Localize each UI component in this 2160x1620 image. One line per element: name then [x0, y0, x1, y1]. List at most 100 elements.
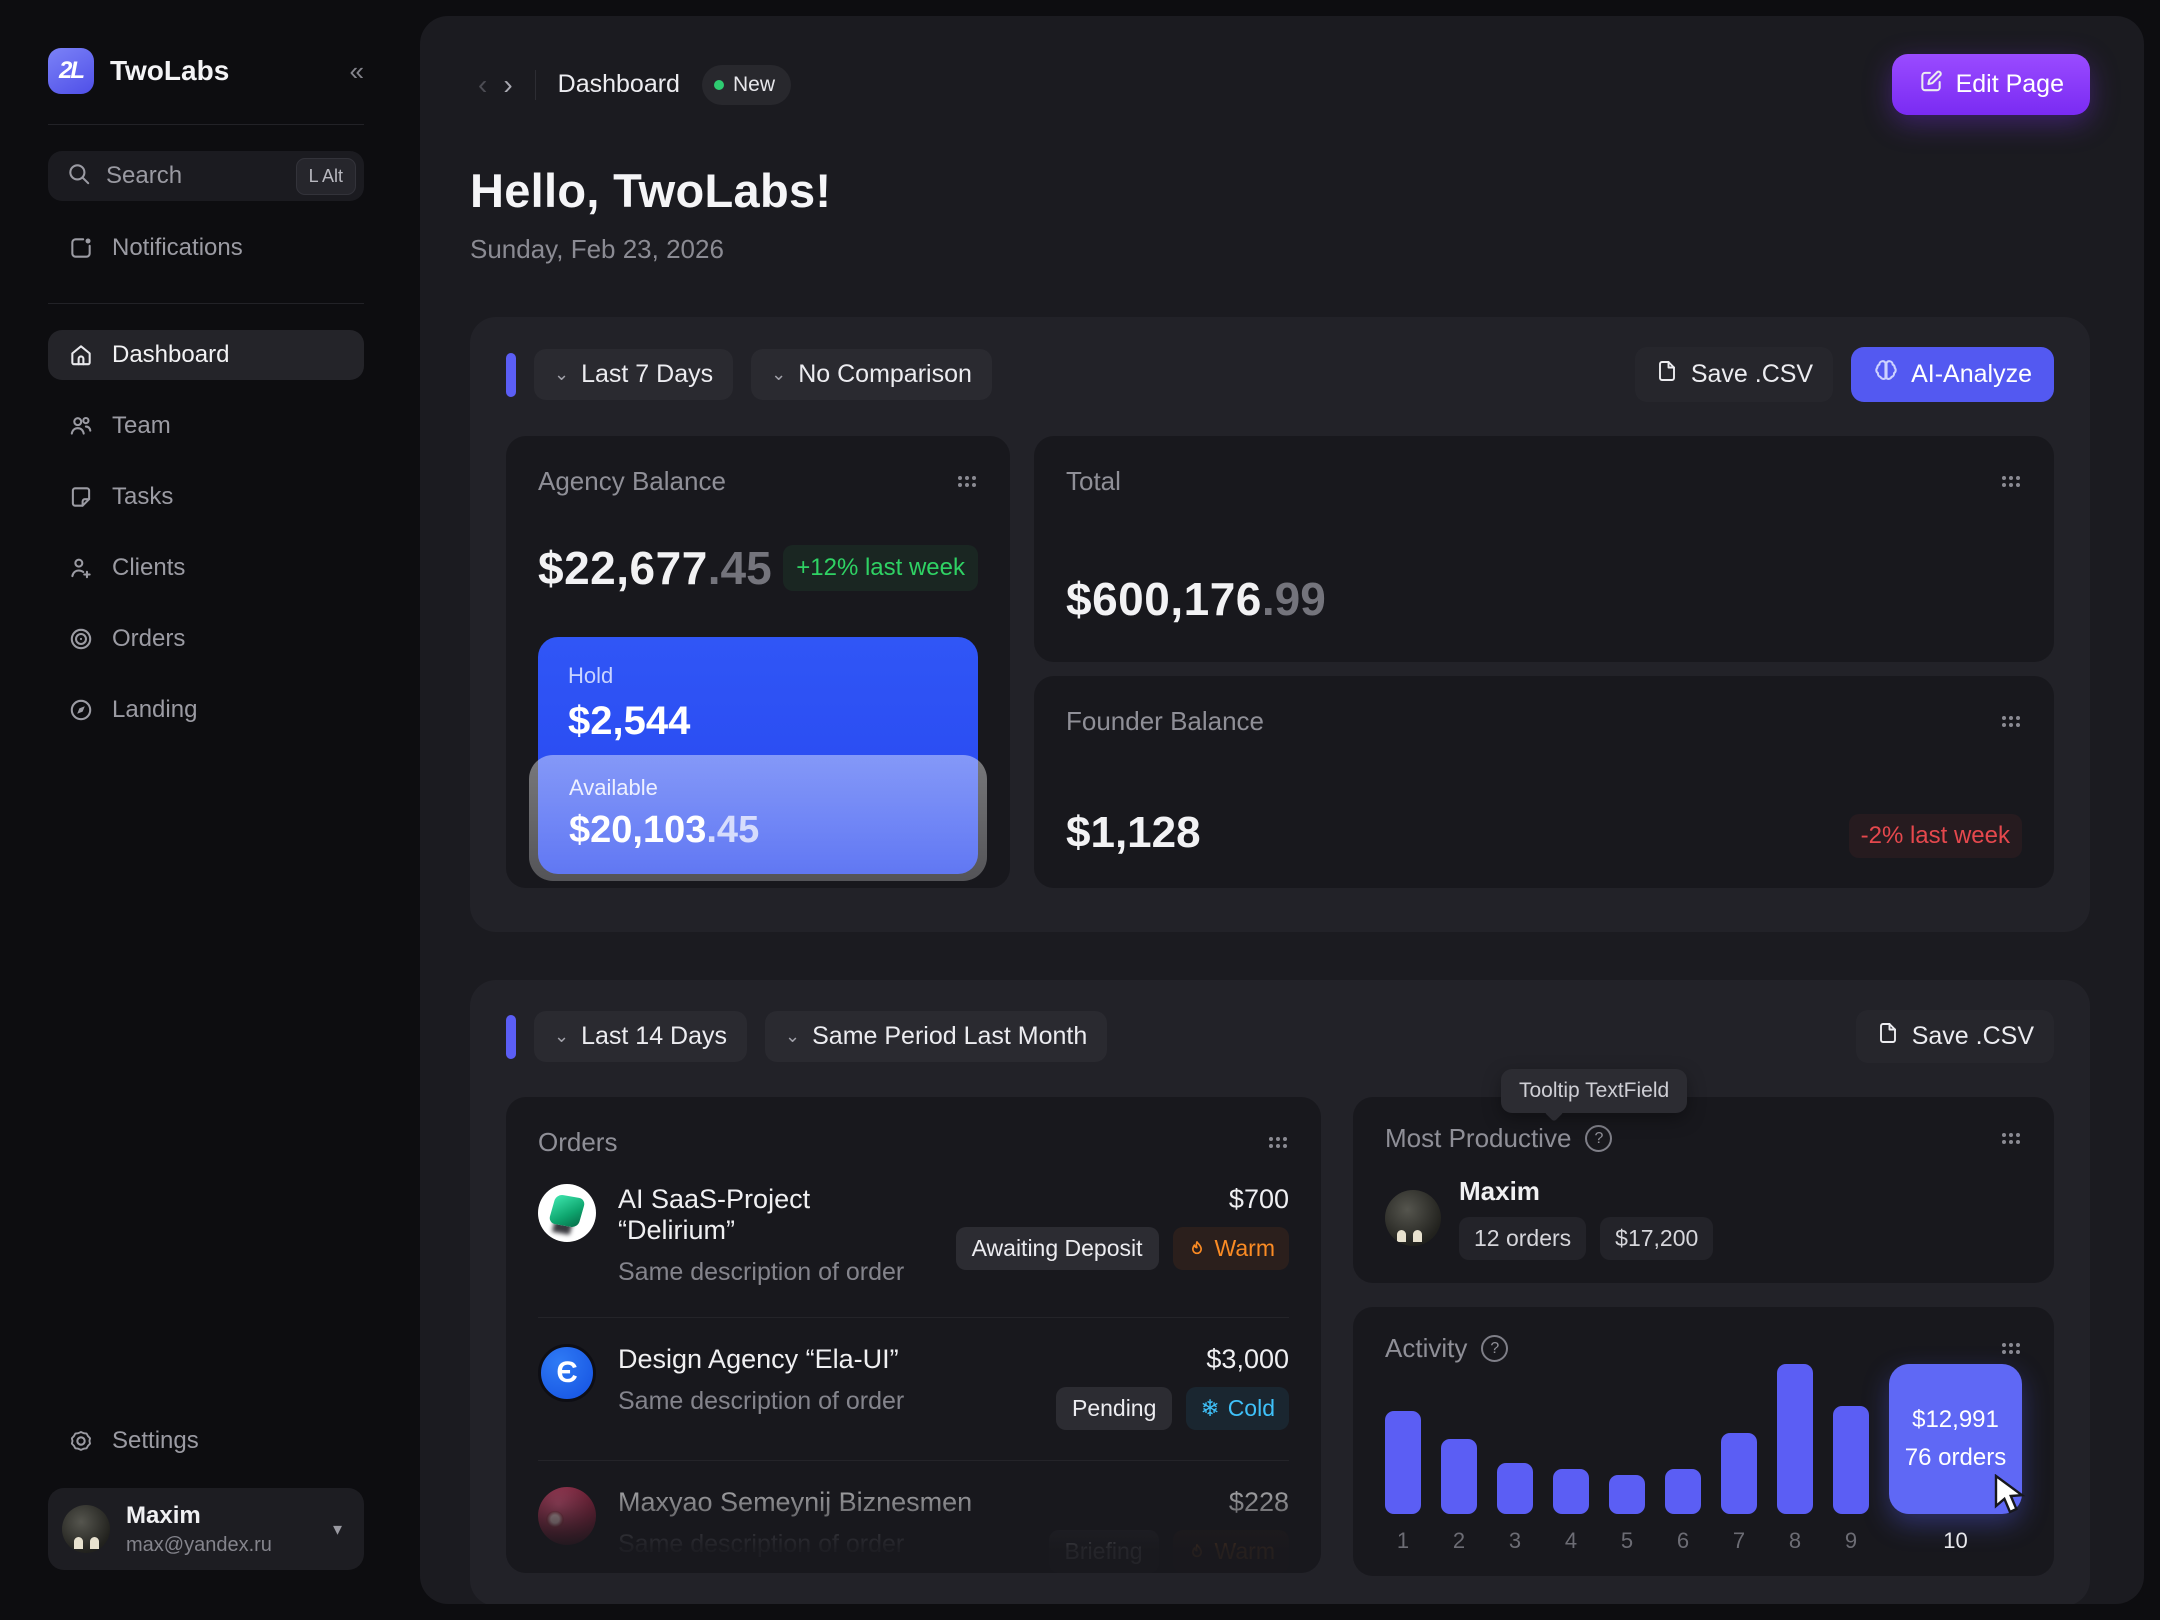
card-menu-icon[interactable] [2000, 1341, 2022, 1356]
activity-bar-7[interactable] [1721, 1433, 1757, 1514]
divider [48, 124, 364, 125]
order-amount: $700 [1229, 1184, 1289, 1215]
sidebar-item-clients[interactable]: Clients [48, 543, 364, 593]
activity-card: Activity ? $12,991 76 orders 12345678910 [1353, 1307, 2054, 1576]
card-title: Orders [538, 1127, 617, 1158]
available-label: Available [569, 775, 947, 801]
order-status-badge: Pending [1056, 1387, 1172, 1430]
sidebar-item-dashboard[interactable]: Dashboard [48, 330, 364, 380]
activity-bar-5[interactable] [1609, 1475, 1645, 1514]
orders-panel-header: ⌄ Last 14 Days ⌄ Same Period Last Month … [506, 1010, 2054, 1063]
activity-bar-10[interactable]: $12,991 76 orders [1889, 1364, 2022, 1514]
save-csv-label: Save .CSV [1691, 360, 1813, 389]
activity-highlight-orders: 76 orders [1905, 1444, 2006, 1472]
edit-page-button[interactable]: Edit Page [1892, 54, 2090, 115]
sidebar-item-orders[interactable]: Orders [48, 614, 364, 664]
compass-icon [68, 697, 94, 723]
order-name: AI SaaS-Project “Delirium” [618, 1184, 934, 1246]
sidebar-item-settings[interactable]: Settings [48, 1416, 364, 1466]
card-title: Founder Balance [1066, 706, 1264, 737]
bar [1833, 1406, 1869, 1514]
divider [48, 303, 364, 304]
card-menu-icon[interactable] [2000, 714, 2022, 729]
panel-accent-bar [506, 353, 516, 397]
user-email: max@yandex.ru [126, 1534, 272, 1557]
comparison-filter-dropdown[interactable]: ⌄ Same Period Last Month [765, 1011, 1107, 1062]
flame-icon [1187, 1238, 1207, 1260]
activity-bar-4[interactable] [1553, 1469, 1589, 1514]
available-cents: .45 [706, 809, 759, 851]
card-menu-icon[interactable] [956, 474, 978, 489]
activity-bar-8[interactable] [1777, 1364, 1813, 1514]
new-badge-label: New [733, 73, 775, 97]
sidebar-spacer [48, 735, 364, 1416]
order-row[interactable]: Є Design Agency “Ela-UI” Same descriptio… [538, 1318, 1289, 1460]
history-back-icon[interactable]: ‹ [470, 69, 495, 101]
person-plus-icon [68, 555, 94, 581]
sidebar-collapse-icon[interactable]: « [350, 58, 364, 84]
page-date: Sunday, Feb 23, 2026 [470, 234, 2090, 265]
sidebar-item-tasks[interactable]: Tasks [48, 472, 364, 522]
activity-bar-6[interactable] [1665, 1469, 1701, 1514]
order-status-badge: Awaiting Deposit [956, 1227, 1159, 1270]
order-temperature-badge: ❄ Cold [1186, 1387, 1289, 1430]
activity-bar-2[interactable] [1441, 1439, 1477, 1514]
sidebar-item-label: Tasks [112, 483, 173, 511]
card-menu-icon[interactable] [2000, 1131, 2022, 1146]
range-filter-dropdown[interactable]: ⌄ Last 14 Days [534, 1011, 747, 1062]
activity-label-10: 10 [1889, 1528, 2022, 1554]
total-card: Total $600,176.99 [1034, 436, 2054, 662]
divider [535, 70, 536, 100]
user-menu[interactable]: Maxim max@yandex.ru ▾ [48, 1488, 364, 1570]
app: 2L TwoLabs « Search L Alt Notifications [0, 0, 2160, 1620]
orders-panel: ⌄ Last 14 Days ⌄ Same Period Last Month … [470, 980, 2090, 1604]
card-menu-icon[interactable] [2000, 474, 2022, 489]
activity-label-6: 6 [1665, 1528, 1701, 1554]
history-forward-icon[interactable]: › [495, 69, 520, 101]
topbar: ‹ › Dashboard New Edit Page [470, 54, 2090, 115]
activity-label-5: 5 [1609, 1528, 1645, 1554]
activity-labels: 12345678910 [1385, 1528, 2022, 1554]
sidebar-item-label: Clients [112, 554, 185, 582]
temperature-label: Warm [1215, 1235, 1275, 1262]
card-title: Activity [1385, 1333, 1467, 1364]
activity-bar-9[interactable] [1833, 1406, 1869, 1514]
bar [1777, 1364, 1813, 1514]
order-temperature-badge: Warm [1173, 1530, 1289, 1573]
activity-bar-1[interactable] [1385, 1411, 1421, 1514]
card-title: Most Productive [1385, 1123, 1571, 1154]
sidebar-item-notifications[interactable]: Notifications [48, 223, 364, 273]
search-icon [66, 161, 92, 192]
save-csv-label: Save .CSV [1912, 1022, 2034, 1051]
order-avatar: Є [538, 1344, 596, 1402]
ai-analyze-button[interactable]: AI-Analyze [1851, 347, 2054, 402]
help-icon[interactable]: ? [1585, 1125, 1612, 1152]
save-csv-button[interactable]: Save .CSV [1635, 347, 1833, 402]
breadcrumb: Dashboard [558, 70, 680, 99]
chevron-down-icon: ⌄ [771, 364, 786, 385]
save-csv-button[interactable]: Save .CSV [1856, 1010, 2054, 1063]
search-input[interactable]: Search L Alt [48, 151, 364, 201]
ela-logo: Є [556, 1356, 577, 1390]
activity-bars: $12,991 76 orders [1385, 1364, 2022, 1514]
finance-panel: ⌄ Last 7 Days ⌄ No Comparison Save .CSV [470, 317, 2090, 932]
hold-amount: $2,544 [568, 699, 948, 744]
card-menu-icon[interactable] [1267, 1135, 1289, 1150]
sidebar-item-team[interactable]: Team [48, 401, 364, 451]
chevron-down-icon: ⌄ [785, 1026, 800, 1047]
user-avatar [62, 1505, 110, 1553]
file-icon [1876, 1021, 1900, 1052]
order-row[interactable]: Maxyao Semeynij Biznesmen Same descripti… [538, 1461, 1289, 1573]
bar [1609, 1475, 1645, 1514]
range-filter-dropdown[interactable]: ⌄ Last 7 Days [534, 349, 733, 400]
comparison-filter-dropdown[interactable]: ⌄ No Comparison [751, 349, 992, 400]
sidebar-item-label: Team [112, 412, 171, 440]
help-icon[interactable]: ? [1481, 1335, 1508, 1362]
activity-bar-3[interactable] [1497, 1463, 1533, 1514]
sidebar-item-landing[interactable]: Landing [48, 685, 364, 735]
tooltip: Tooltip TextField [1501, 1069, 1687, 1113]
activity-highlight-amount: $12,991 [1912, 1406, 1999, 1434]
activity-label-4: 4 [1553, 1528, 1589, 1554]
order-row[interactable]: AI SaaS-Project “Delirium” Same descript… [538, 1158, 1289, 1317]
sidebar-nav: Dashboard Team Tasks Clients [48, 330, 364, 735]
